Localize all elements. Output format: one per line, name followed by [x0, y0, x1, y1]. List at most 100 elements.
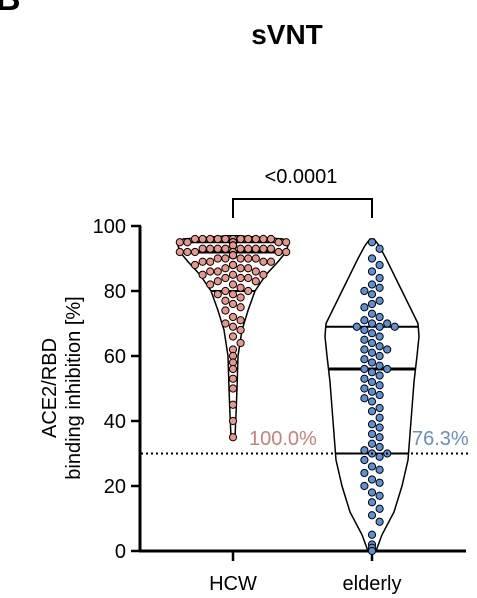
- hcw-data-point: [213, 234, 222, 244]
- elderly-data-point: [375, 244, 384, 253]
- y-tick-label: 40: [104, 411, 126, 433]
- hcw-data-point: [274, 238, 283, 247]
- elderly-data-point: [367, 462, 377, 471]
- elderly-data-point: [360, 446, 369, 455]
- hcw-data-point: [228, 416, 238, 426]
- hcw-percentage: 100.0%: [249, 428, 317, 450]
- elderly-data-point: [375, 423, 384, 432]
- elderly-data-point: [367, 280, 377, 289]
- elderly-data-point: [375, 413, 384, 422]
- hcw-data-point: [213, 244, 222, 253]
- hcw-points: [175, 234, 291, 442]
- hcw-data-point: [213, 254, 222, 263]
- elderly-data-point: [360, 364, 369, 374]
- hcw-data-point: [282, 238, 291, 247]
- elderly-data-point: [360, 394, 369, 403]
- elderly-data-point: [383, 345, 392, 354]
- elderly-data-point: [375, 390, 384, 400]
- elderly-data-point: [360, 316, 369, 325]
- x-axis: HCW elderly: [139, 549, 466, 595]
- elderly-data-point: [375, 312, 384, 322]
- hcw-data-point: [259, 257, 268, 266]
- elderly-data-point: [360, 345, 369, 354]
- hcw-data-point: [244, 234, 253, 244]
- elderly-data-point: [360, 355, 369, 364]
- elderly-data-point: [367, 530, 377, 539]
- elderly-data-point: [367, 407, 377, 416]
- hcw-data-point: [228, 260, 238, 270]
- hcw-data-point: [236, 293, 245, 302]
- elderly-data-point: [367, 254, 377, 263]
- hcw-data-point: [244, 254, 253, 263]
- y-tick-label: 0: [115, 541, 126, 563]
- hcw-data-point: [206, 234, 215, 244]
- hcw-data-point: [228, 280, 238, 289]
- hcw-data-point: [274, 247, 283, 257]
- elderly-data-point: [375, 342, 384, 351]
- chart-title: sVNT: [251, 19, 323, 50]
- elderly-data-point: [367, 397, 377, 406]
- elderly-data-point: [383, 319, 392, 328]
- hcw-data-point: [236, 316, 245, 325]
- hcw-data-point: [259, 244, 268, 253]
- hcw-data-point: [213, 267, 222, 276]
- hcw-data-point: [228, 384, 238, 393]
- elderly-data-point: [367, 267, 377, 276]
- hcw-data-point: [236, 273, 245, 283]
- hcw-data-point: [236, 254, 245, 263]
- hcw-data-point: [221, 319, 230, 328]
- hcw-data-point: [251, 254, 260, 263]
- elderly-data-point: [360, 286, 369, 296]
- hcw-data-point: [228, 312, 238, 322]
- x-tick-label-hcw: HCW: [209, 573, 257, 595]
- hcw-data-point: [175, 247, 184, 257]
- hcw-data-point: [198, 270, 207, 279]
- hcw-data-point: [244, 244, 253, 253]
- hcw-data-point: [206, 257, 215, 266]
- hcw-data-point: [221, 234, 230, 244]
- elderly-percentage: 76.3%: [412, 428, 469, 450]
- hcw-data-point: [228, 322, 238, 331]
- elderly-data-point: [367, 309, 377, 318]
- hcw-data-point: [266, 234, 276, 244]
- hcw-data-point: [259, 234, 268, 244]
- hcw-data-point: [251, 234, 260, 244]
- hcw-data-point: [266, 257, 276, 266]
- elderly-data-point: [367, 387, 377, 396]
- elderly-data-point: [367, 368, 377, 377]
- elderly-data-point: [367, 358, 377, 367]
- elderly-data-point: [375, 371, 384, 380]
- hcw-data-point: [244, 286, 253, 296]
- hcw-data-point: [282, 247, 291, 257]
- hcw-data-point: [228, 290, 238, 299]
- elderly-data-point: [375, 452, 384, 461]
- hcw-data-point: [221, 264, 230, 273]
- elderly-data-point: [375, 273, 384, 283]
- hcw-data-point: [190, 247, 200, 257]
- hcw-data-point: [228, 299, 238, 309]
- elderly-data-point: [367, 319, 377, 328]
- y-axis-label-line2: binding inhibition [%]: [63, 296, 85, 479]
- hcw-data-point: [251, 244, 260, 253]
- elderly-data-point: [367, 338, 377, 348]
- elderly-data-point: [367, 511, 377, 520]
- hcw-data-point: [228, 270, 238, 279]
- y-tick-label: 60: [104, 346, 126, 368]
- hcw-data-point: [206, 244, 215, 253]
- elderly-data-point: [367, 439, 377, 448]
- elderly-data-point: [375, 403, 384, 413]
- elderly-data-point: [360, 384, 369, 393]
- elderly-data-point: [375, 433, 384, 442]
- hcw-data-point: [251, 267, 260, 276]
- elderly-data-point: [367, 348, 377, 357]
- elderly-data-point: [375, 351, 384, 361]
- elderly-data-point: [375, 504, 384, 513]
- elderly-data-point: [375, 478, 384, 487]
- elderly-data-point: [375, 361, 384, 370]
- hcw-data-point: [228, 433, 238, 442]
- hcw-data-point: [175, 238, 184, 247]
- elderly-data-point: [352, 322, 361, 331]
- panel-label: B: [0, 0, 21, 18]
- elderly-data-point: [367, 546, 377, 556]
